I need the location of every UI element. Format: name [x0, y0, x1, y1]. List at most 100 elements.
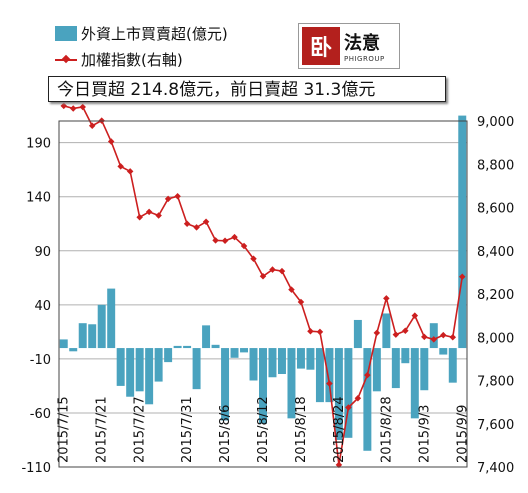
- bar: [116, 348, 125, 386]
- index-point: [69, 105, 77, 112]
- summary-box: 今日買超 214.8億元，前日賣超 31.3億元: [48, 76, 446, 102]
- left-tick-label: 40: [34, 299, 51, 314]
- bar: [277, 348, 286, 375]
- x-tick-label: 2015/7/31: [180, 396, 195, 463]
- index-point: [193, 224, 200, 231]
- index-point: [449, 333, 457, 341]
- index-point: [117, 163, 124, 170]
- right-tick-label: 8,600: [477, 202, 514, 217]
- index-point: [364, 371, 371, 379]
- x-tick-label: 2015/7/21: [95, 396, 110, 463]
- bar: [192, 348, 201, 390]
- index-point: [411, 312, 419, 319]
- bar: [69, 348, 78, 352]
- index-point: [440, 331, 447, 339]
- right-tick-label: 7,400: [477, 461, 514, 476]
- right-tick-label: 8,000: [477, 331, 514, 346]
- left-tick-label: 90: [34, 245, 51, 260]
- bar: [344, 348, 353, 438]
- index-point: [126, 168, 134, 175]
- legend-bar-swatch: [55, 25, 77, 41]
- bar: [296, 348, 305, 369]
- bar: [164, 348, 173, 363]
- legend-item-bars: 外資上市買賣超(億元): [55, 20, 228, 46]
- right-tick-label: 7,600: [477, 418, 514, 433]
- x-tick-label: 2015/8/6: [218, 405, 233, 463]
- index-point: [421, 333, 428, 341]
- index-point: [383, 295, 390, 302]
- index-point: [250, 255, 257, 263]
- bar: [230, 348, 239, 358]
- index-point: [259, 273, 267, 280]
- legend: 外資上市買賣超(億元) 加權指數(右軸): [55, 20, 228, 72]
- index-point: [183, 220, 191, 227]
- index-point: [145, 208, 153, 216]
- bar: [97, 304, 106, 349]
- bar: [145, 348, 154, 405]
- left-tick-label: -60: [30, 407, 51, 422]
- right-tick-label: 8,400: [477, 245, 514, 260]
- index-point: [297, 298, 305, 306]
- legend-item-line: 加權指數(右軸): [55, 46, 228, 72]
- bar: [135, 348, 144, 392]
- legend-line-label: 加權指數(右軸): [81, 50, 183, 69]
- index-point: [269, 266, 276, 273]
- index-point: [392, 331, 400, 338]
- legend-bar-label: 外資上市買賣超(億元): [81, 24, 228, 43]
- bar: [315, 348, 324, 403]
- index-point: [155, 212, 162, 219]
- index-point: [335, 461, 343, 469]
- index-point: [79, 103, 86, 111]
- index-point: [60, 102, 67, 110]
- x-tick-label: 2015/9/3: [417, 405, 432, 463]
- bar: [107, 288, 116, 349]
- index-point: [240, 242, 248, 250]
- left-tick-label: 140: [26, 191, 51, 206]
- right-tick-label: 8,200: [477, 288, 514, 303]
- bar: [448, 348, 457, 383]
- bar: [88, 324, 97, 349]
- index-point: [107, 138, 115, 145]
- bar: [202, 325, 211, 349]
- x-tick-label: 2015/8/12: [256, 396, 271, 463]
- bar: [334, 348, 343, 440]
- index-point: [430, 336, 438, 343]
- index-point: [202, 218, 210, 226]
- phigroup-logo: 卧 法意 PHIGROUP: [298, 23, 400, 69]
- left-tick-label: 190: [26, 137, 51, 152]
- index-point: [136, 213, 143, 221]
- x-axis: 2015/7/15 2015/7/21 2015/7/27 2015/7/31 2015…: [57, 396, 471, 463]
- logo-english: PHIGROUP: [344, 55, 385, 63]
- bar: [382, 313, 391, 349]
- index-point: [174, 193, 181, 200]
- index-point: [326, 380, 333, 387]
- index-point: [164, 195, 172, 203]
- x-tick-label: 2015/8/18: [294, 396, 309, 463]
- index-point: [345, 404, 352, 411]
- bar: [429, 323, 438, 349]
- bar: [391, 348, 400, 389]
- right-tick-label: 8,800: [477, 158, 514, 173]
- bar: [211, 344, 220, 349]
- logo-mark: 卧: [302, 27, 340, 65]
- left-axis: -110 -60 -10 40 90 140 190: [21, 137, 51, 476]
- bar: [439, 348, 448, 355]
- x-tick-label: 2015/8/24: [332, 396, 347, 463]
- index-point: [221, 237, 229, 245]
- bar: [287, 348, 296, 419]
- bar: [410, 348, 419, 419]
- index-point: [88, 122, 96, 130]
- bar: [458, 115, 467, 349]
- logo-text: 法意 PHIGROUP: [344, 29, 385, 63]
- bar: [221, 348, 230, 421]
- x-tick-label: 2015/9/9: [455, 405, 470, 463]
- bar-series: [59, 115, 467, 451]
- bar: [78, 323, 87, 349]
- index-point: [316, 328, 324, 336]
- bar: [249, 348, 258, 381]
- x-tick-label: 2015/7/27: [133, 396, 148, 463]
- index-point: [288, 286, 295, 293]
- bar: [126, 348, 135, 397]
- bar: [401, 348, 410, 364]
